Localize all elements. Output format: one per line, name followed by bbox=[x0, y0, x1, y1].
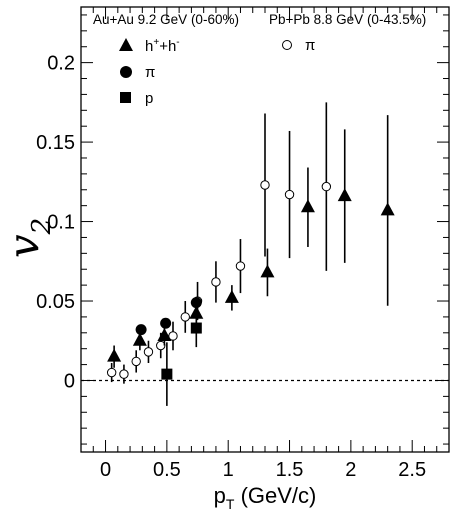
legend-entry-pi-au-au: π bbox=[120, 64, 155, 81]
data-marks bbox=[106, 102, 395, 406]
triangle-point bbox=[260, 264, 275, 278]
legend-entry-pi-pb-pb: π bbox=[282, 37, 315, 54]
x-tick-label: 0.5 bbox=[153, 459, 181, 481]
triangle-point bbox=[380, 202, 395, 216]
open-circle-point bbox=[235, 261, 246, 271]
triangle-point bbox=[107, 348, 122, 362]
circle-point bbox=[135, 324, 147, 336]
open-circle-point bbox=[131, 356, 141, 367]
open-circle-point bbox=[211, 277, 221, 287]
legend-label-p: p bbox=[145, 90, 153, 107]
legend-triangle-marker bbox=[119, 38, 133, 51]
open-circle-point bbox=[106, 367, 117, 378]
triangle-point bbox=[132, 332, 147, 346]
x-tick-label: 1.5 bbox=[276, 459, 304, 481]
legend-square-marker bbox=[120, 92, 131, 103]
x-axis-title: pT (GeV/c) bbox=[214, 483, 317, 512]
triangle-point bbox=[300, 199, 315, 213]
triangle-point bbox=[337, 188, 352, 202]
legend-title-pb-pb: Pb+Pb 8.8 GeV (0-43.5%) bbox=[269, 12, 426, 27]
open-circle-point bbox=[321, 181, 332, 192]
legend-open-circle-marker bbox=[282, 40, 292, 50]
y-tick-label: 0.1 bbox=[47, 212, 75, 234]
tick-labels: 0 0.5 1 1.5 2 2.5 0 0.05 0.1 0.15 0.2 bbox=[36, 53, 426, 481]
open-circle-point bbox=[119, 369, 129, 379]
square-point bbox=[161, 368, 173, 380]
x-tick-label: 2 bbox=[345, 459, 356, 481]
y-tick-label: 0.15 bbox=[36, 132, 75, 154]
y-tick-label: 0.05 bbox=[36, 291, 75, 313]
square-point bbox=[190, 322, 202, 334]
open-circle-point bbox=[284, 189, 295, 200]
axis-ticks bbox=[80, 7, 450, 452]
x-tick-label: 0 bbox=[100, 459, 111, 481]
open-circle-point bbox=[143, 347, 154, 357]
x-tick-label: 2.5 bbox=[398, 459, 426, 481]
legend-label-pi-pb-pb: π bbox=[305, 37, 315, 54]
legend-entry-h: h++h- bbox=[119, 37, 180, 55]
circle-point bbox=[160, 317, 172, 329]
open-circle-point bbox=[168, 331, 178, 341]
y-tick-label: 0 bbox=[64, 370, 75, 392]
y-tick-label: 0.2 bbox=[47, 53, 75, 75]
open-circle-point bbox=[180, 312, 190, 322]
y-axis-title: v2 bbox=[0, 218, 57, 258]
triangle-point bbox=[189, 305, 204, 319]
legend-entry-p: p bbox=[120, 90, 153, 107]
legend-title-au-au: Au+Au 9.2 GeV (0-60%) bbox=[93, 12, 239, 27]
x-tick-label: 1 bbox=[223, 459, 234, 481]
open-circle-point bbox=[260, 180, 270, 190]
triangle-point bbox=[224, 289, 239, 303]
legend-circle-marker bbox=[120, 66, 132, 78]
triangle-point bbox=[157, 327, 172, 341]
legend-label-h: h++h- bbox=[145, 37, 180, 55]
legend-label-pi-au-au: π bbox=[145, 64, 155, 81]
